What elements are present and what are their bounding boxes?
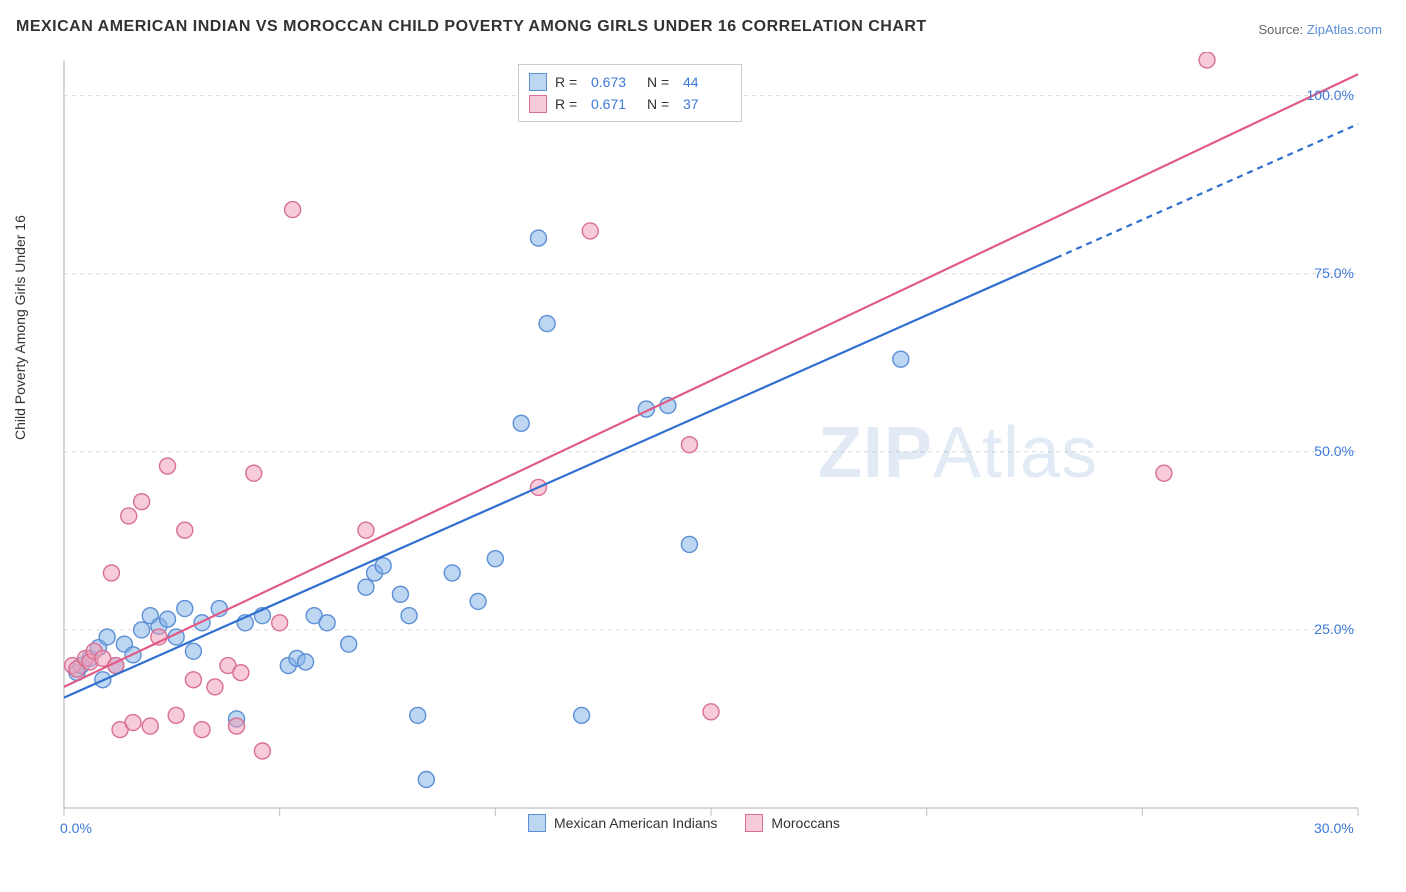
y-tick-label: 25.0% [1314, 621, 1354, 637]
legend-r-label: R = [555, 96, 583, 112]
legend-r-label: R = [555, 74, 583, 90]
chart-title: MEXICAN AMERICAN INDIAN VS MOROCCAN CHIL… [16, 18, 927, 36]
legend-swatch-series-1 [745, 814, 763, 832]
source-attribution: Source: ZipAtlas.com [1258, 22, 1382, 37]
legend-swatch-series-0 [529, 73, 547, 91]
legend-n-label: N = [647, 96, 675, 112]
plot-area: ZIPAtlas R = 0.673 N = 44 R = 0.671 N = … [58, 52, 1378, 832]
legend-swatch-series-0 [528, 814, 546, 832]
legend-item-series-0: Mexican American Indians [528, 814, 717, 832]
legend-label-series-1: Moroccans [771, 815, 839, 831]
legend-swatch-series-1 [529, 95, 547, 113]
y-tick-label: 100.0% [1307, 87, 1354, 103]
legend-series-bottom: Mexican American Indians Moroccans [528, 814, 840, 832]
legend-row-series-0: R = 0.673 N = 44 [529, 71, 731, 93]
source-link[interactable]: ZipAtlas.com [1307, 22, 1382, 37]
legend-r-value-0: 0.673 [591, 74, 639, 90]
y-axis-label: Child Poverty Among Girls Under 16 [12, 215, 28, 440]
legend-n-label: N = [647, 74, 675, 90]
y-tick-label: 75.0% [1314, 265, 1354, 281]
legend-label-series-0: Mexican American Indians [554, 815, 717, 831]
scatter-chart [58, 52, 1378, 832]
legend-item-series-1: Moroccans [745, 814, 839, 832]
x-tick-label: 30.0% [1314, 820, 1354, 836]
legend-n-value-1: 37 [683, 96, 731, 112]
legend-row-series-1: R = 0.671 N = 37 [529, 93, 731, 115]
legend-correlation-box: R = 0.673 N = 44 R = 0.671 N = 37 [518, 64, 742, 122]
source-label: Source: [1258, 22, 1306, 37]
legend-r-value-1: 0.671 [591, 96, 639, 112]
legend-n-value-0: 44 [683, 74, 731, 90]
y-tick-label: 50.0% [1314, 443, 1354, 459]
x-tick-label: 0.0% [60, 820, 92, 836]
